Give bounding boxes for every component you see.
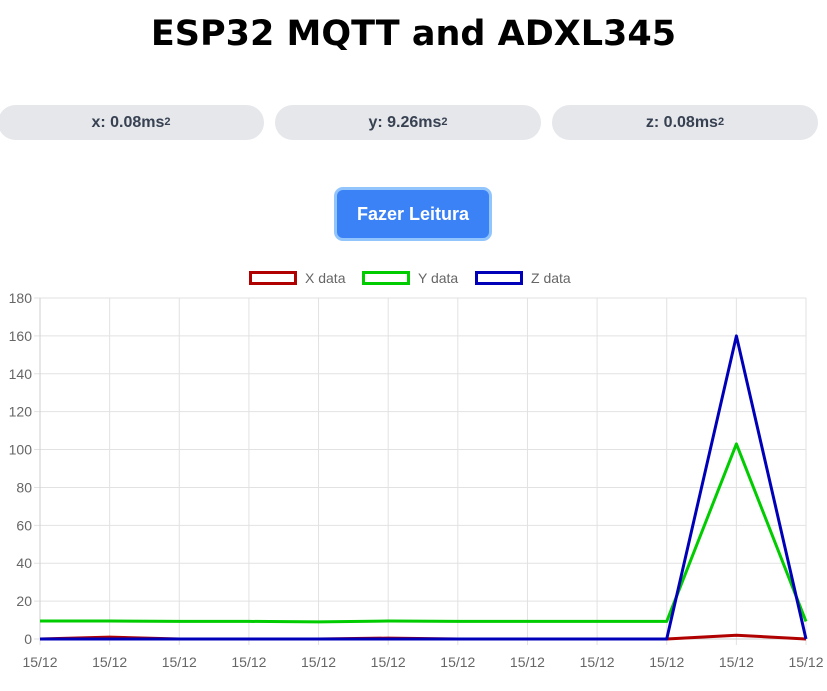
page-title: ESP32 MQTT and ADXL345 bbox=[150, 14, 677, 54]
z-reading-badge: z: 0.08ms 2 bbox=[552, 105, 818, 140]
legend-item-z[interactable]: Z data bbox=[475, 270, 571, 286]
x-reading-value: x: 0.08ms bbox=[91, 113, 165, 131]
readings-bar: x: 0.08ms 2 y: 9.26ms 2 z: 0.08ms 2 bbox=[0, 105, 827, 141]
y-tick-label: 0 bbox=[24, 631, 32, 647]
y-tick-label: 140 bbox=[9, 366, 33, 382]
x-tick-label: 15/12 bbox=[22, 654, 57, 670]
x-tick-label: 15/12 bbox=[440, 654, 475, 670]
x-tick-label: 15/12 bbox=[510, 654, 545, 670]
x-tick-label: 15/12 bbox=[371, 654, 406, 670]
legend-item-x[interactable]: X data bbox=[249, 270, 345, 286]
legend-swatch-y bbox=[362, 271, 410, 285]
y-tick-label: 40 bbox=[16, 555, 32, 571]
y-tick-label: 80 bbox=[16, 479, 32, 495]
legend-swatch-z bbox=[475, 271, 523, 285]
y-reading-unit-exponent: 2 bbox=[441, 115, 448, 128]
x-tick-label: 15/12 bbox=[92, 654, 127, 670]
legend-label-y: Y data bbox=[418, 270, 459, 286]
y-tick-label: 180 bbox=[9, 290, 33, 306]
x-tick-label: 15/12 bbox=[162, 654, 197, 670]
y-reading-value: y: 9.26ms bbox=[368, 113, 442, 131]
fazer-leitura-button[interactable]: Fazer Leitura bbox=[334, 187, 492, 241]
legend-label-z: Z data bbox=[531, 270, 571, 286]
x-tick-label: 15/12 bbox=[788, 654, 823, 670]
line-chart: 0 20 40 60 80 100 120 140 160 180 15/12 15/12 15/12 1… bbox=[9, 290, 824, 670]
y-tick-label: 120 bbox=[9, 404, 33, 420]
y-reading-badge: y: 9.26ms 2 bbox=[275, 105, 541, 140]
legend-swatch-x bbox=[249, 271, 297, 285]
x-tick-label: 15/12 bbox=[231, 654, 266, 670]
z-data-line bbox=[40, 334, 808, 641]
y-tick-label: 20 bbox=[16, 593, 32, 609]
z-reading-unit-exponent: 2 bbox=[717, 115, 725, 128]
y-tick-label: 160 bbox=[9, 328, 33, 344]
x-tick-label: 15/12 bbox=[719, 654, 754, 670]
legend-label-x: X data bbox=[305, 270, 346, 286]
x-tick-label: 15/12 bbox=[649, 654, 684, 670]
x-tick-label: 15/12 bbox=[580, 654, 615, 670]
chart-legend: X data Y data Z data bbox=[0, 270, 827, 290]
z-reading-value: z: 0.08ms bbox=[645, 113, 718, 131]
x-reading-badge: x: 0.08ms 2 bbox=[0, 105, 264, 140]
y-tick-label: 100 bbox=[9, 442, 33, 458]
legend-item-y[interactable]: Y data bbox=[362, 270, 458, 286]
y-tick-label: 60 bbox=[16, 517, 32, 533]
x-reading-unit-exponent: 2 bbox=[164, 115, 171, 128]
x-tick-label: 15/12 bbox=[301, 654, 336, 670]
